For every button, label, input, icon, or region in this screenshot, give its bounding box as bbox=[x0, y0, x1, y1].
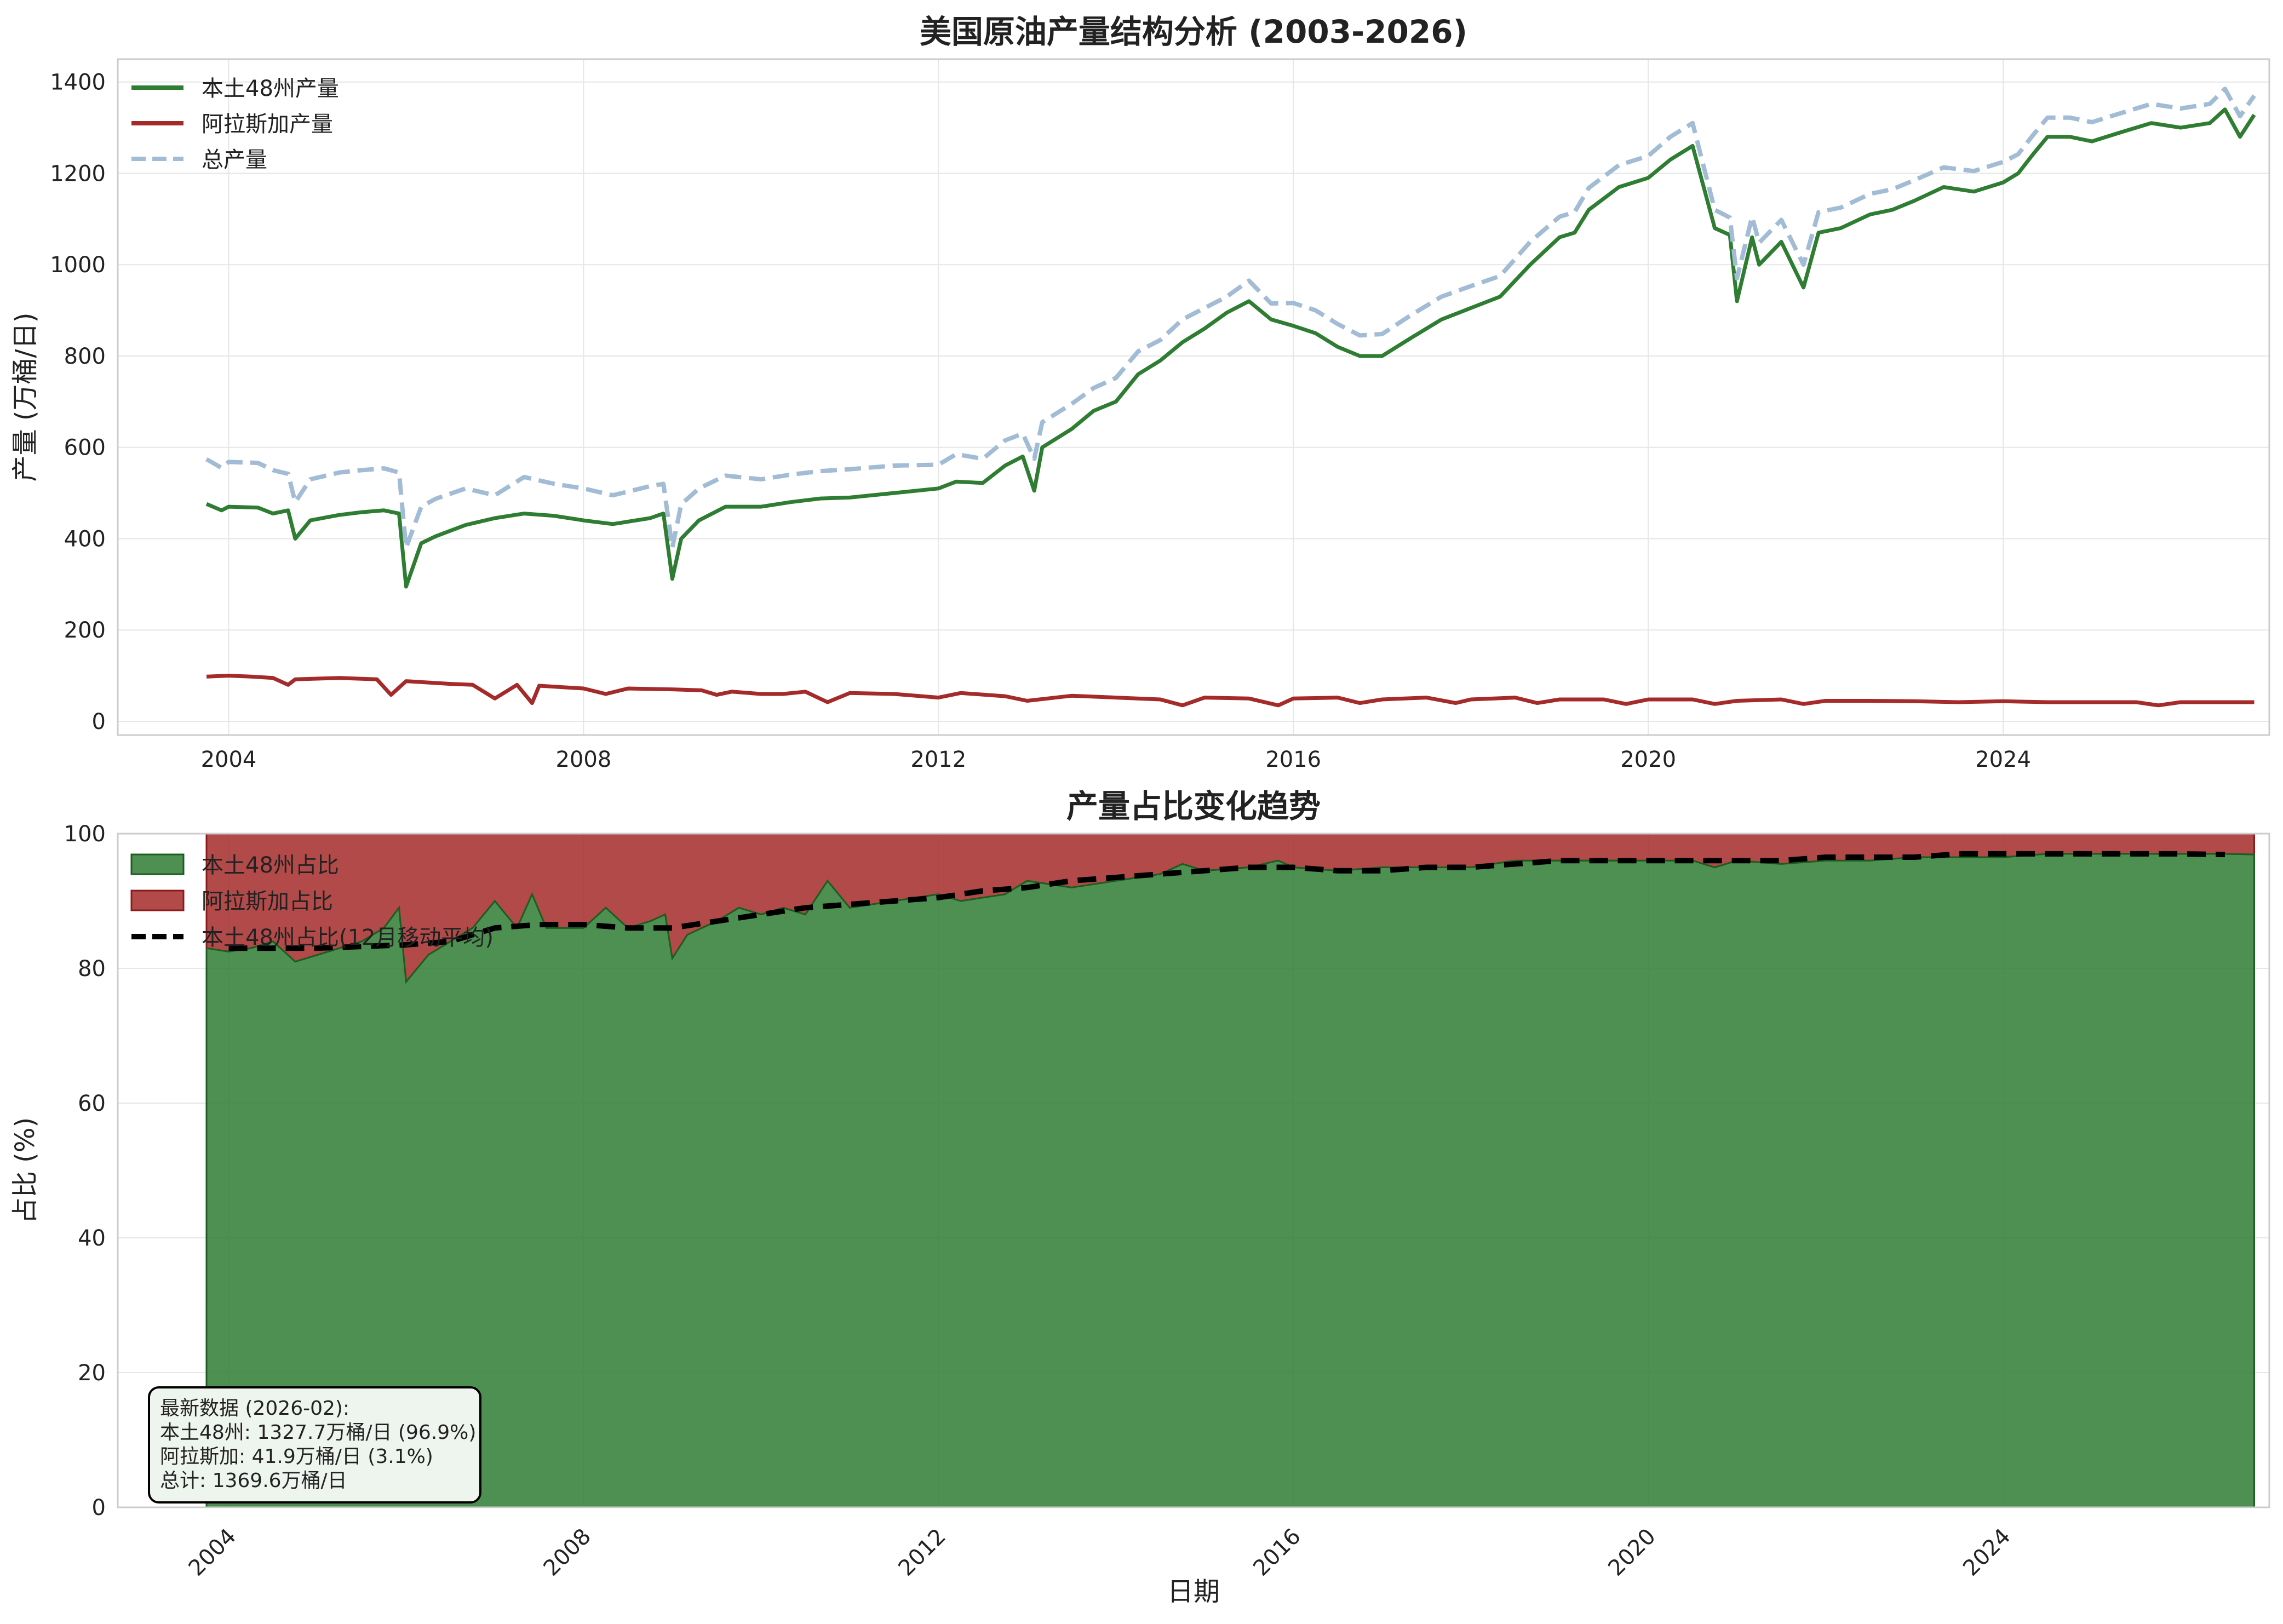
production-chart: 0 200 400 600 800 1000 1200 1400 2004 2008 2012 201… bbox=[10, 13, 2270, 772]
bottom-x-tick-label: 2024 bbox=[1958, 1524, 2016, 1581]
top-x-tick-label: 2020 bbox=[1620, 747, 1676, 772]
bottom-x-tick-label: 2016 bbox=[1248, 1524, 1306, 1581]
bottom-title: 产量占比变化趋势 bbox=[1066, 788, 1321, 825]
moving-average-line bbox=[228, 851, 2225, 951]
annotation-line-0: 最新数据 (2026-02): bbox=[160, 1397, 349, 1420]
bottom-x-axis-label: 日期 bbox=[1167, 1576, 1220, 1607]
bottom-y-tick-label: 20 bbox=[78, 1361, 106, 1386]
share-chart: 0 20 40 60 80 100 2004 2008 2012 2016 2020 2024 产量占比… bbox=[10, 788, 2270, 1607]
top-y-tick-label: 200 bbox=[64, 618, 106, 643]
bottom-x-tick-label: 2004 bbox=[184, 1524, 242, 1581]
top-x-tick-label: 2004 bbox=[201, 747, 257, 772]
series-line-0 bbox=[205, 107, 2256, 589]
bottom-y-tick-label: 40 bbox=[78, 1226, 106, 1251]
bottom-y-tick-label: 60 bbox=[78, 1091, 106, 1116]
top-y-tick-label: 800 bbox=[64, 344, 106, 369]
bottom-y-tick-label: 100 bbox=[64, 822, 106, 847]
top-x-tick-label: 2024 bbox=[1975, 747, 2031, 772]
bottom-y-tick-label: 80 bbox=[78, 956, 106, 982]
legend-label-1: 阿拉斯加占比 bbox=[202, 889, 333, 914]
top-y-tick-label: 600 bbox=[64, 435, 106, 461]
top-x-tick-label: 2016 bbox=[1265, 747, 1321, 772]
legend-label-2: 本土48州占比(12月移动平均) bbox=[202, 925, 494, 950]
lower48-share-area bbox=[205, 853, 2256, 1508]
series-line-2 bbox=[205, 87, 2256, 550]
bottom-y-tick-label: 0 bbox=[92, 1495, 106, 1520]
annotation-line-1: 本土48州: 1327.7万桶/日 (96.9%) bbox=[160, 1421, 476, 1444]
annotation-box bbox=[148, 1386, 481, 1504]
legend-label-1: 阿拉斯加产量 bbox=[202, 112, 333, 137]
top-plot-border bbox=[117, 58, 2270, 736]
bottom-y-axis-label: 占比 (%) bbox=[10, 1117, 41, 1224]
top-y-axis-label: 产量 (万桶/日) bbox=[10, 313, 41, 482]
annotation-line-2: 阿拉斯加: 41.9万桶/日 (3.1%) bbox=[160, 1445, 433, 1468]
top-y-tick-label: 0 bbox=[92, 709, 106, 734]
annotation-line-3: 总计: 1369.6万桶/日 bbox=[160, 1470, 347, 1492]
legend-label-0: 本土48州产量 bbox=[202, 76, 339, 101]
top-x-tick-label: 2012 bbox=[910, 747, 966, 772]
legend-label-0: 本土48州占比 bbox=[202, 853, 339, 878]
top-y-tick-label: 1200 bbox=[50, 161, 106, 186]
legend-swatch-1 bbox=[130, 890, 185, 911]
top-y-tick-label: 1400 bbox=[50, 70, 106, 95]
legend-label-2: 总产量 bbox=[202, 147, 267, 173]
series-line-1 bbox=[206, 674, 2255, 708]
top-y-tick-label: 1000 bbox=[50, 253, 106, 278]
bottom-x-tick-label: 2008 bbox=[539, 1524, 596, 1581]
legend-swatch-0 bbox=[130, 853, 185, 875]
top-x-tick-label: 2008 bbox=[555, 747, 611, 772]
bottom-x-tick-label: 2012 bbox=[893, 1524, 951, 1581]
bottom-x-tick-label: 2020 bbox=[1603, 1524, 1661, 1581]
bottom-plot-border bbox=[117, 833, 2270, 1508]
top-title: 美国原油产量结构分析 (2003-2026) bbox=[920, 13, 1467, 50]
top-y-tick-label: 400 bbox=[64, 526, 106, 552]
